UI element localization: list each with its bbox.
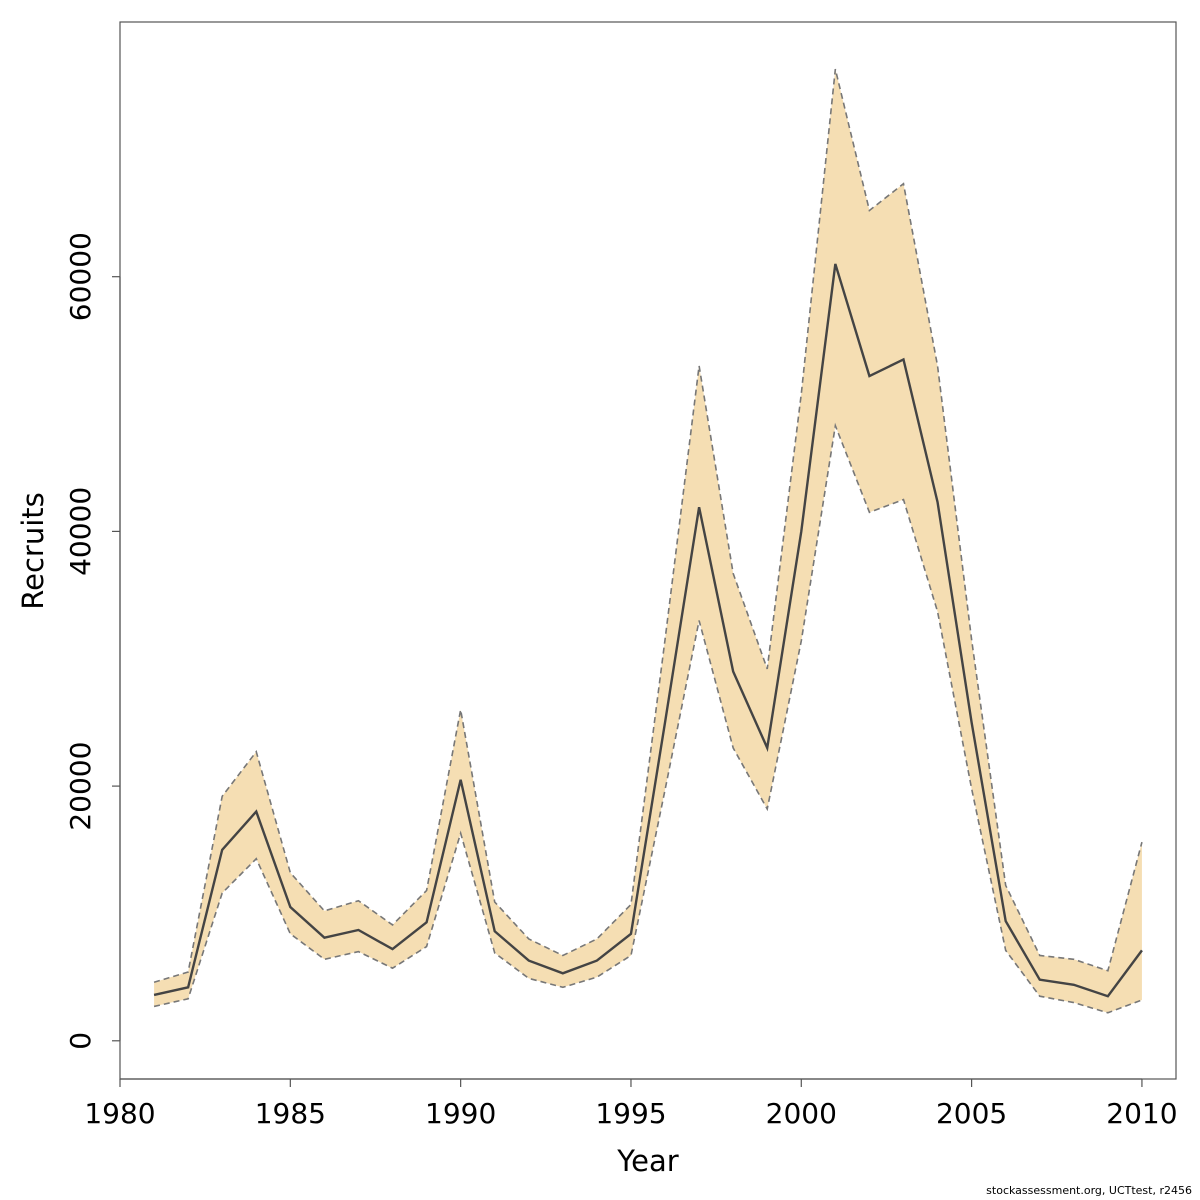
estimate-line <box>153 263 1143 998</box>
x-tick-label-2005: 2005 <box>936 1097 1007 1130</box>
y-axis: 0 20000 40000 60000 <box>64 232 121 1050</box>
x-tick-label-1985: 1985 <box>255 1097 326 1130</box>
y-tick-label-60000: 60000 <box>64 232 97 321</box>
x-tick-label-2010: 2010 <box>1106 1097 1177 1130</box>
y-tick-label-20000: 20000 <box>64 742 97 831</box>
x-tick-label-1995: 1995 <box>595 1097 666 1130</box>
estimate-line-layer <box>153 68 1143 1014</box>
lower-bound-line <box>153 422 1143 1014</box>
x-tick-label-1990: 1990 <box>425 1097 496 1130</box>
confidence-band-layer <box>154 69 1142 1013</box>
x-axis-title: Year <box>616 1144 678 1178</box>
upper-bound-line <box>153 68 1143 983</box>
y-axis-title: Recruits <box>16 492 50 609</box>
y-tick-label-0: 0 <box>64 1032 97 1050</box>
y-tick-label-40000: 40000 <box>64 487 97 576</box>
confidence-band <box>154 69 1142 1013</box>
x-tick-label-1980: 1980 <box>84 1097 155 1130</box>
x-tick-label-2000: 2000 <box>766 1097 837 1130</box>
footer-credit: stockassessment.org, UCTtest, r2456 <box>986 1184 1192 1197</box>
x-axis: 1980 1985 1990 1995 2000 2005 2010 <box>84 1078 1178 1130</box>
